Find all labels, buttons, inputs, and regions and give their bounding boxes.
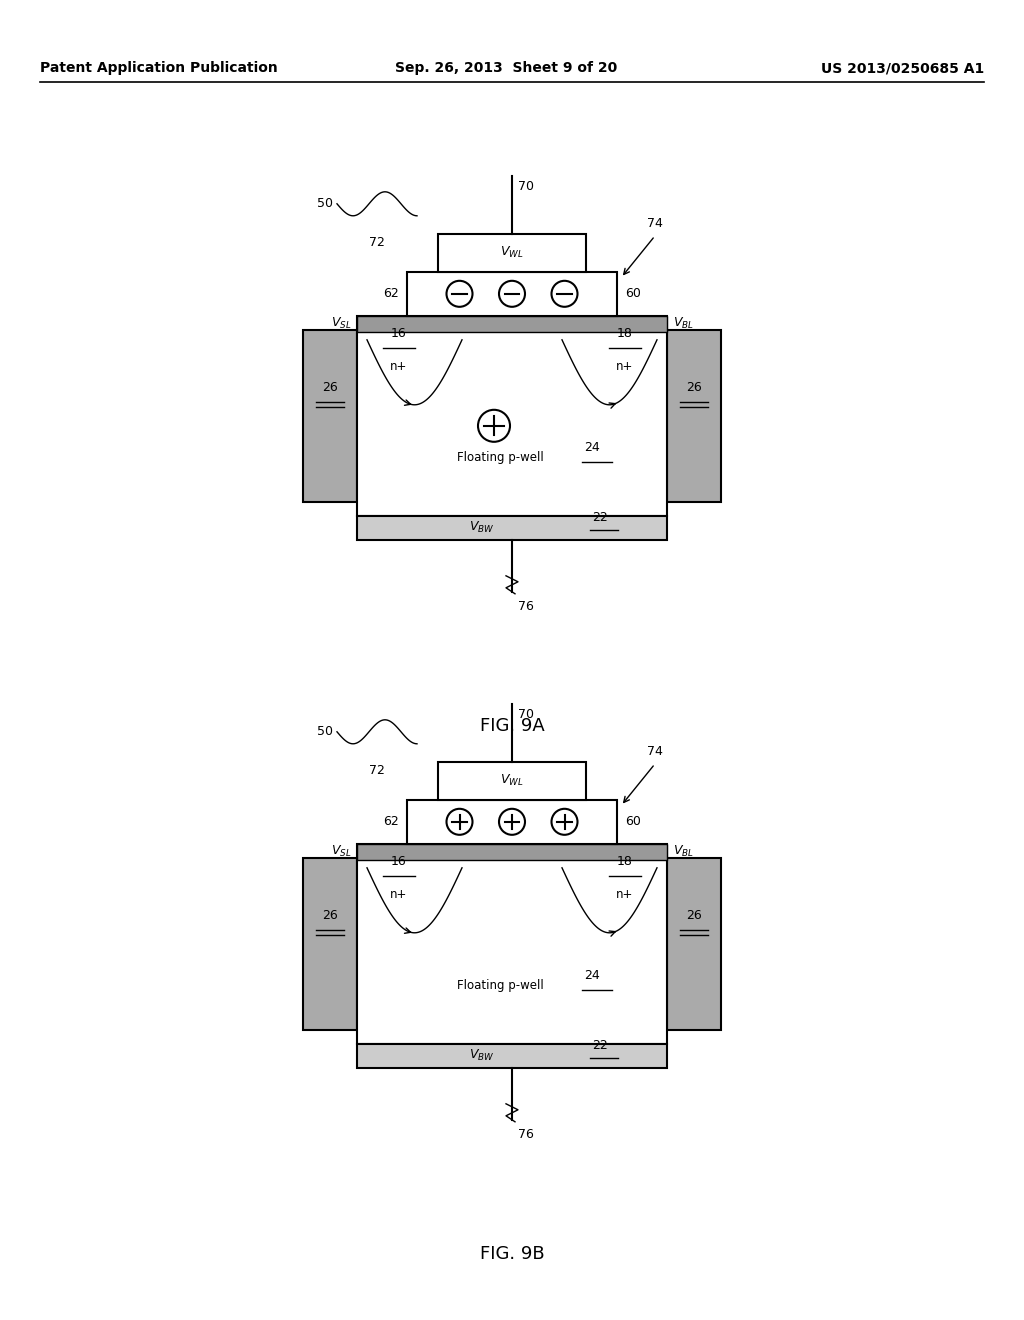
Text: $V_{BW}$: $V_{BW}$ [469,1048,495,1064]
Bar [357,843,667,859]
Text: Patent Application Publication: Patent Application Publication [40,61,278,75]
Text: Floating p-well: Floating p-well [457,979,544,993]
Text: 26: 26 [323,908,338,921]
Text: 72: 72 [369,764,385,776]
Text: $V_{WL}$: $V_{WL}$ [501,774,523,788]
Text: $V_{WL}$: $V_{WL}$ [501,246,523,260]
Text: $V_{SL}$: $V_{SL}$ [331,845,351,859]
Text: 74: 74 [647,744,663,758]
Text: 60: 60 [625,816,641,829]
Text: 62: 62 [383,288,399,300]
Text: 76: 76 [518,599,534,612]
Text: 50: 50 [317,725,333,738]
Text: n+: n+ [616,360,634,372]
Bar [407,272,617,315]
Text: Floating p-well: Floating p-well [457,451,544,465]
Text: 24: 24 [584,969,600,982]
Text: US 2013/0250685 A1: US 2013/0250685 A1 [821,61,984,75]
Text: n+: n+ [616,888,634,900]
Text: 18: 18 [617,327,633,339]
Bar [438,762,586,800]
Text: 22: 22 [592,1039,608,1052]
Text: 62: 62 [383,816,399,829]
Bar [357,315,667,516]
Text: 18: 18 [617,855,633,867]
Text: n+: n+ [390,888,408,900]
Bar [357,843,667,1044]
Text: n+: n+ [390,360,408,372]
Bar [357,315,667,331]
Bar [303,858,357,1030]
Text: 70: 70 [518,180,534,193]
Text: 26: 26 [323,380,338,393]
Text: $V_{BL}$: $V_{BL}$ [673,845,694,859]
Bar [357,516,667,540]
Text: $V_{BW}$: $V_{BW}$ [469,520,495,536]
Text: $V_{BL}$: $V_{BL}$ [673,317,694,331]
Text: 72: 72 [369,236,385,248]
Text: 50: 50 [317,197,333,210]
Text: 26: 26 [686,380,701,393]
Text: FIG. 9B: FIG. 9B [479,1245,545,1263]
Text: 24: 24 [584,441,600,454]
Bar [407,800,617,843]
Text: 74: 74 [647,216,663,230]
Bar [667,858,721,1030]
Bar [303,330,357,502]
Bar [667,330,721,502]
Text: FIG. 9A: FIG. 9A [479,717,545,735]
Text: 22: 22 [592,511,608,524]
Text: Sep. 26, 2013  Sheet 9 of 20: Sep. 26, 2013 Sheet 9 of 20 [395,61,617,75]
Text: 16: 16 [391,855,407,867]
Text: 60: 60 [625,288,641,300]
Text: 70: 70 [518,708,534,721]
Bar [357,1044,667,1068]
Text: 26: 26 [686,908,701,921]
Text: 16: 16 [391,327,407,339]
Text: 76: 76 [518,1127,534,1140]
Text: $V_{SL}$: $V_{SL}$ [331,317,351,331]
Bar [438,234,586,272]
